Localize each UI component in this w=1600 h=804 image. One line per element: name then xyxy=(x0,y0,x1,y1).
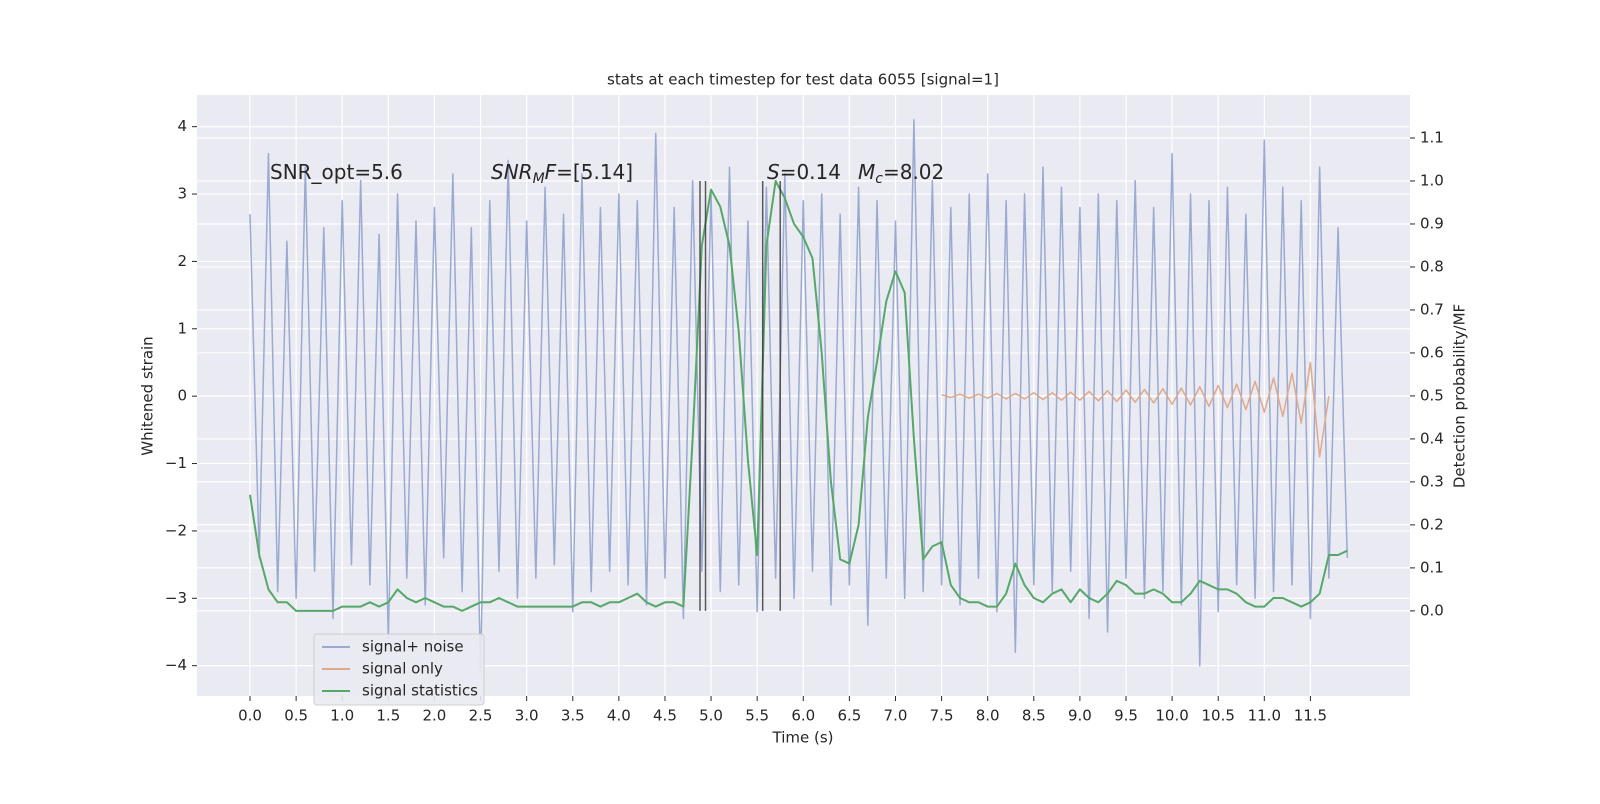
y2-tick-label: 0.3 xyxy=(1420,472,1444,490)
annotation-part: c xyxy=(875,171,883,187)
x-tick-label: 4.5 xyxy=(653,707,677,725)
series-line xyxy=(941,361,1330,458)
x-tick-label: 6.5 xyxy=(837,707,861,725)
y2-tick-label: 1.0 xyxy=(1420,171,1444,189)
y2-tick-label: 0.9 xyxy=(1420,214,1444,232)
chart-title: stats at each timestep for test data 605… xyxy=(607,71,999,89)
x-tick-label: 1.5 xyxy=(376,707,400,725)
annotation-part: SNR_opt=5.6 xyxy=(270,160,403,184)
annotation-part: M xyxy=(533,171,545,187)
annotation-part: =[5.14] xyxy=(556,160,633,184)
y2-axis-label: Detection probability/MF xyxy=(1451,304,1469,488)
y2-tick-label: 1.1 xyxy=(1420,128,1444,146)
x-tick-label: 5.5 xyxy=(745,707,769,725)
x-tick-label: 2.5 xyxy=(469,707,493,725)
x-tick-label: 1.0 xyxy=(330,707,354,725)
x-tick-label: 11.5 xyxy=(1294,707,1327,725)
y2-tick-label: 0.0 xyxy=(1420,601,1444,619)
y-tick-label: 0 xyxy=(177,387,187,405)
y-tick-label: 3 xyxy=(177,185,187,203)
x-tick-label: 0.5 xyxy=(284,707,308,725)
x-tick-label: 10.0 xyxy=(1155,707,1188,725)
x-tick-label: 7.5 xyxy=(930,707,954,725)
y2-tick-label: 0.6 xyxy=(1420,343,1444,361)
y-tick-label: −1 xyxy=(165,454,187,472)
annotation-part: M xyxy=(858,160,875,184)
x-tick-label: 8.0 xyxy=(976,707,1000,725)
y2-tick-label: 0.8 xyxy=(1420,257,1444,275)
legend-label: signal statistics xyxy=(362,682,478,700)
x-axis-label: Time (s) xyxy=(772,729,834,747)
annotation-part: =8.02 xyxy=(883,160,944,184)
y2-tick-label: 0.1 xyxy=(1420,558,1444,576)
x-tick-label: 4.0 xyxy=(607,707,631,725)
series-line xyxy=(249,119,1349,674)
annotation-part: F xyxy=(545,160,557,184)
y2-tick-label: 0.4 xyxy=(1420,429,1444,447)
x-tick-label: 6.0 xyxy=(791,707,815,725)
y-tick-label: 1 xyxy=(177,319,187,337)
y-tick-label: −4 xyxy=(165,656,187,674)
x-tick-label: 3.5 xyxy=(561,707,585,725)
x-tick-label: 7.0 xyxy=(884,707,908,725)
y2-tick-label: 0.2 xyxy=(1420,515,1444,533)
annotation-part: =0.14 xyxy=(780,160,841,184)
x-tick-label: 9.0 xyxy=(1068,707,1092,725)
y-axis-label: Whitened strain xyxy=(139,336,157,455)
y-tick-label: 4 xyxy=(177,117,187,135)
y2-tick-label: 0.5 xyxy=(1420,386,1444,404)
legend-label: signal+ noise xyxy=(362,638,464,656)
y-tick-label: −2 xyxy=(165,521,187,539)
x-tick-label: 0.0 xyxy=(238,707,262,725)
x-tick-label: 11.0 xyxy=(1248,707,1281,725)
annotation: SNRMF=[5.14] xyxy=(491,160,633,188)
x-tick-label: 3.0 xyxy=(515,707,539,725)
annotation-part: S xyxy=(767,160,780,184)
x-tick-label: 5.0 xyxy=(699,707,723,725)
x-tick-label: 2.0 xyxy=(423,707,447,725)
series-line xyxy=(249,179,1348,612)
x-tick-label: 10.5 xyxy=(1202,707,1235,725)
legend-box xyxy=(313,633,485,706)
y-tick-label: 2 xyxy=(177,252,187,270)
x-tick-label: 8.5 xyxy=(1022,707,1046,725)
y2-tick-label: 0.7 xyxy=(1420,300,1444,318)
legend-label: signal only xyxy=(362,660,443,678)
annotation-part: SNR xyxy=(491,160,533,184)
annotation: Mc=8.02 xyxy=(858,160,944,188)
annotation: S=0.14 xyxy=(767,160,841,184)
annotation: SNR_opt=5.6 xyxy=(270,160,403,184)
x-tick-label: 9.5 xyxy=(1114,707,1138,725)
y-tick-label: −3 xyxy=(165,589,187,607)
